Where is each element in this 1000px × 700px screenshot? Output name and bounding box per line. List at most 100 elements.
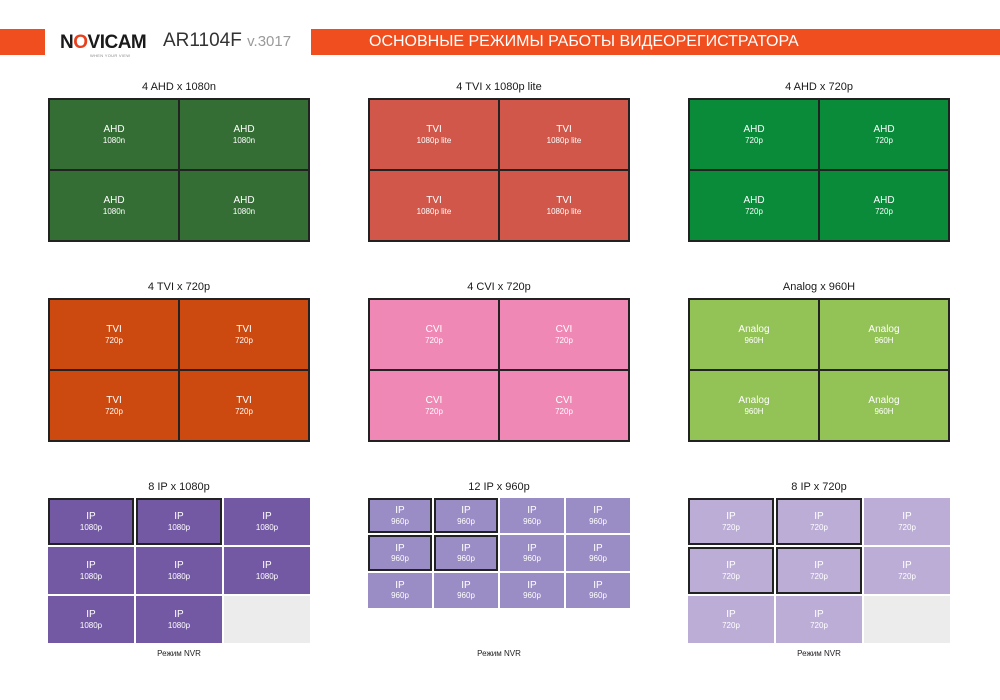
channel-type: AHD bbox=[233, 124, 255, 136]
channel-resolution: 720p bbox=[425, 335, 443, 345]
channel-type: AHD bbox=[743, 124, 765, 136]
channel-resolution: 960p bbox=[391, 516, 409, 526]
panel-title: Analog x 960H bbox=[782, 281, 856, 293]
channel-cell: AHD 1080n bbox=[180, 100, 308, 169]
channel-type: IP bbox=[527, 542, 537, 554]
channel-resolution: 720p bbox=[875, 135, 893, 145]
channel-type: IP bbox=[395, 579, 405, 591]
channel-cell: AHD 720p bbox=[820, 100, 948, 169]
channel-cell: CVI 720p bbox=[370, 300, 498, 369]
channel-resolution: 1080p lite bbox=[416, 206, 452, 216]
channel-cell: IP 720p bbox=[776, 596, 862, 643]
channel-resolution: 720p bbox=[235, 406, 253, 416]
channel-cell: IP 1080p bbox=[224, 547, 310, 594]
channel-type: IP bbox=[174, 609, 184, 621]
channel-resolution: 1080n bbox=[232, 206, 256, 216]
channel-layout-grid: IP 720p IP 720p IP 720p IP 720p IP 720p IP 720p IP 72… bbox=[688, 498, 950, 643]
channel-type: Analog bbox=[868, 324, 900, 336]
channel-cell: IP 720p bbox=[864, 547, 950, 594]
channel-type: IP bbox=[174, 511, 184, 523]
channel-type: IP bbox=[86, 609, 96, 621]
channel-cell: AHD 1080n bbox=[180, 171, 308, 240]
channel-cell: CVI 720p bbox=[500, 371, 628, 440]
channel-type: Analog bbox=[738, 324, 770, 336]
channel-resolution: 720p bbox=[810, 620, 828, 630]
channel-type: IP bbox=[902, 560, 912, 572]
channel-cell: IP 960p bbox=[368, 498, 432, 534]
channel-cell: IP 960p bbox=[434, 535, 498, 571]
channel-type: IP bbox=[86, 511, 96, 523]
channel-type: AHD bbox=[103, 124, 125, 136]
channel-type: IP bbox=[593, 542, 603, 554]
channel-type: TVI bbox=[236, 395, 252, 407]
channel-layout-grid: AHD 1080n AHD 1080n AHD 1080n AHD 1080n bbox=[48, 98, 310, 242]
channel-resolution: 960H bbox=[874, 335, 894, 345]
channel-type: TVI bbox=[426, 195, 442, 207]
channel-type: AHD bbox=[743, 195, 765, 207]
channel-cell: IP 960p bbox=[566, 498, 630, 534]
channel-resolution: 960p bbox=[523, 591, 541, 601]
channel-type: IP bbox=[527, 505, 537, 517]
channel-layout-grid: TVI 720p TVI 720p TVI 720p TVI 720p bbox=[48, 298, 310, 442]
channel-cell: IP 1080p bbox=[136, 547, 222, 594]
channel-resolution: 960p bbox=[523, 516, 541, 526]
channel-type: IP bbox=[461, 505, 471, 517]
channel-cell: Analog 960H bbox=[820, 371, 948, 440]
channel-resolution: 720p bbox=[745, 206, 763, 216]
channel-layout-grid: TVI 1080p lite TVI 1080p lite TVI 1080p lite T… bbox=[368, 98, 630, 242]
channel-type: CVI bbox=[425, 324, 443, 336]
channel-type: IP bbox=[86, 560, 96, 572]
channel-cell: IP 960p bbox=[500, 572, 564, 608]
channel-cell: Analog 960H bbox=[820, 300, 948, 369]
channel-type: Analog bbox=[738, 395, 770, 407]
channel-type: IP bbox=[395, 542, 405, 554]
channel-type: IP bbox=[174, 560, 184, 572]
channel-resolution: 1080p lite bbox=[416, 135, 452, 145]
channel-resolution: 1080p bbox=[255, 522, 279, 532]
channel-resolution: 960p bbox=[457, 516, 475, 526]
channel-resolution: 720p bbox=[425, 406, 443, 416]
channel-resolution: 720p bbox=[898, 522, 916, 532]
channel-layout-grid: IP 1080p IP 1080p IP 1080p IP 1080p IP 1080p IP 108… bbox=[48, 498, 310, 643]
channel-resolution: 1080p lite bbox=[546, 206, 582, 216]
channel-type: IP bbox=[814, 609, 824, 621]
channel-resolution: 1080p bbox=[79, 522, 103, 532]
channel-type: IP bbox=[726, 511, 736, 523]
channel-cell: AHD 720p bbox=[690, 100, 818, 169]
panel-title: 4 TVI x 720p bbox=[147, 281, 211, 293]
logo-wordmark: NOVICAM bbox=[60, 32, 147, 53]
channel-resolution: 960p bbox=[589, 516, 607, 526]
channel-type: TVI bbox=[426, 124, 442, 136]
channel-type: IP bbox=[527, 579, 537, 591]
channel-cell: IP 1080p bbox=[136, 498, 222, 545]
panel-title: 4 AHD x 720p bbox=[785, 81, 853, 93]
panel-title: 8 IP x 720p bbox=[791, 481, 847, 493]
channel-cell: CVI 720p bbox=[500, 300, 628, 369]
panel-title: 4 TVI x 1080p lite bbox=[456, 81, 542, 93]
channel-cell: IP 720p bbox=[688, 547, 774, 594]
nvr-mode-note: Режим NVR bbox=[157, 649, 201, 658]
header-accent-bar-left bbox=[0, 29, 45, 55]
channel-resolution: 720p bbox=[555, 335, 573, 345]
channel-cell: IP 1080p bbox=[48, 547, 134, 594]
channel-type: TVI bbox=[106, 324, 122, 336]
panel-title: 8 IP x 1080p bbox=[148, 481, 210, 493]
model-version: v.3017 bbox=[247, 33, 292, 50]
page-title: ОСНОВНЫЕ РЕЖИМЫ РАБОТЫ ВИДЕОРЕГИСТРАТОРА bbox=[369, 33, 799, 50]
channel-type: AHD bbox=[233, 195, 255, 207]
channel-type: IP bbox=[902, 511, 912, 523]
channel-resolution: 1080p bbox=[167, 522, 191, 532]
channel-layout-grid: CVI 720p CVI 720p CVI 720p CVI 720p bbox=[368, 298, 630, 442]
channel-resolution: 960p bbox=[391, 591, 409, 601]
channel-resolution: 720p bbox=[898, 571, 916, 581]
channel-cell: AHD 720p bbox=[690, 171, 818, 240]
channel-resolution: 1080p bbox=[79, 620, 103, 630]
channel-cell: IP 960p bbox=[434, 572, 498, 608]
channel-cell: TVI 720p bbox=[180, 371, 308, 440]
channel-type: TVI bbox=[556, 124, 572, 136]
channel-layout-grid: AHD 720p AHD 720p AHD 720p AHD 720p bbox=[688, 98, 950, 242]
channel-layout-grid: IP 960p IP 960p IP 960p IP 960p IP 960p IP 960p IP 96… bbox=[368, 498, 630, 608]
channel-cell: IP 960p bbox=[368, 572, 432, 608]
channel-type: IP bbox=[262, 560, 272, 572]
channel-cell: Analog 960H bbox=[690, 300, 818, 369]
